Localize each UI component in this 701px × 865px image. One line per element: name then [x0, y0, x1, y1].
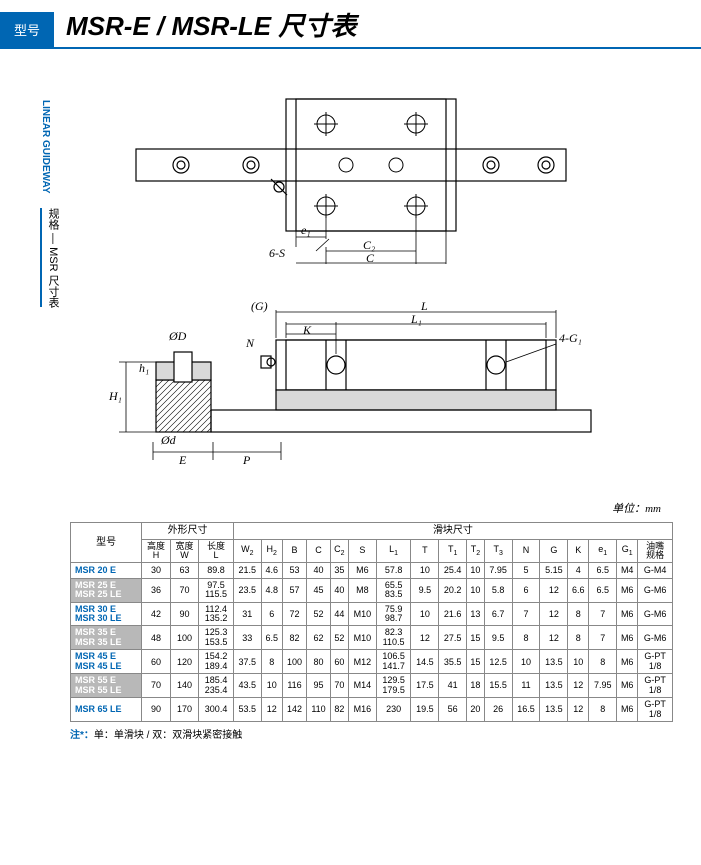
col-header: e1: [589, 539, 617, 563]
col-header: T2: [467, 539, 485, 563]
footnote-label: 注*：: [70, 730, 94, 741]
side-chinese: 规格 — MSR 尺寸表: [40, 208, 61, 308]
col-header: T: [411, 539, 439, 563]
col-header: W2: [233, 539, 261, 563]
col-header: S: [348, 539, 376, 563]
svg-text:K: K: [302, 323, 312, 337]
table-row: MSR 30 EMSR 30 LE4290112.4135.2316725244…: [71, 602, 673, 626]
col-header: 宽度W: [170, 539, 199, 563]
footnote: 注*：单：单滑块 / 双：双滑块紧密接触: [0, 722, 701, 751]
side-strip: LINEAR GUIDEWAY 规格 — MSR 尺寸表: [40, 100, 61, 307]
col-header: T1: [439, 539, 467, 563]
svg-text:H₁: H₁: [108, 389, 122, 403]
svg-text:C: C: [366, 251, 375, 265]
svg-text:C₂: C₂: [363, 238, 375, 252]
svg-text:N: N: [245, 336, 255, 350]
footnote-text: 单：单滑块 / 双：双滑块紧密接触: [94, 730, 242, 741]
svg-text:4-G₁: 4-G₁: [559, 331, 582, 345]
svg-text:E: E: [178, 453, 187, 467]
col-header: C: [307, 539, 331, 563]
col-header: B: [282, 539, 306, 563]
col-outer: 外形尺寸: [142, 523, 234, 540]
table-row: MSR 55 EMSR 55 LE70140185.4235.443.51011…: [71, 674, 673, 698]
col-model: 型号: [71, 523, 142, 563]
svg-text:6-S: 6-S: [269, 246, 285, 260]
col-header: H2: [261, 539, 282, 563]
svg-text:h₁: h₁: [139, 361, 149, 375]
svg-text:L₁: L₁: [410, 312, 422, 326]
side-english: LINEAR GUIDEWAY: [40, 100, 51, 194]
page-title: MSR-E / MSR-LE 尺寸表: [54, 0, 356, 47]
svg-text:P: P: [242, 453, 251, 467]
table-row: MSR 35 EMSR 35 LE48100125.3153.5336.5826…: [71, 626, 673, 650]
diagrams: e₁ 6-S C₂ C (G) L K L₁ 4-G₁ ØD N H₁ h₁ Ø…: [86, 79, 616, 482]
col-header: 长度L: [199, 539, 234, 563]
svg-text:ØD: ØD: [168, 329, 187, 343]
col-header: L1: [376, 539, 411, 563]
col-header: C2: [330, 539, 348, 563]
dimension-table: 型号 外形尺寸 滑块尺寸 高度H宽度W长度LW2H2BCC2SL1TT1T2T3…: [70, 522, 673, 722]
top-view-diagram: e₁ 6-S C₂ C: [86, 79, 616, 274]
type-label: 型号: [0, 12, 54, 47]
svg-text:Ød: Ød: [160, 433, 177, 447]
table-row: MSR 45 EMSR 45 LE60120154.2189.437.58100…: [71, 650, 673, 674]
col-header: 高度H: [142, 539, 171, 563]
table-row: MSR 20 E306389.821.54.6534035M657.81025.…: [71, 563, 673, 578]
table-row: MSR 65 LE90170300.453.51214211082M162301…: [71, 698, 673, 722]
col-block: 滑块尺寸: [233, 523, 672, 540]
table-head: 型号 外形尺寸 滑块尺寸 高度H宽度W长度LW2H2BCC2SL1TT1T2T3…: [71, 523, 673, 563]
unit-label: 单位：mm: [0, 500, 701, 516]
table-row: MSR 25 EMSR 25 LE367097.5115.523.54.8574…: [71, 578, 673, 602]
col-header: K: [568, 539, 589, 563]
svg-text:(G): (G): [251, 299, 268, 313]
side-view-diagram: (G) L K L₁ 4-G₁ ØD N H₁ h₁ Ød E P: [86, 292, 616, 482]
svg-text:L: L: [420, 299, 428, 313]
svg-text:e₁: e₁: [301, 223, 311, 237]
col-header: T3: [484, 539, 512, 563]
col-header: N: [512, 539, 540, 563]
col-header: G1: [617, 539, 638, 563]
col-header: 油嘴规格: [638, 539, 673, 563]
header: 型号 MSR-E / MSR-LE 尺寸表: [0, 0, 701, 49]
col-header: G: [540, 539, 568, 563]
